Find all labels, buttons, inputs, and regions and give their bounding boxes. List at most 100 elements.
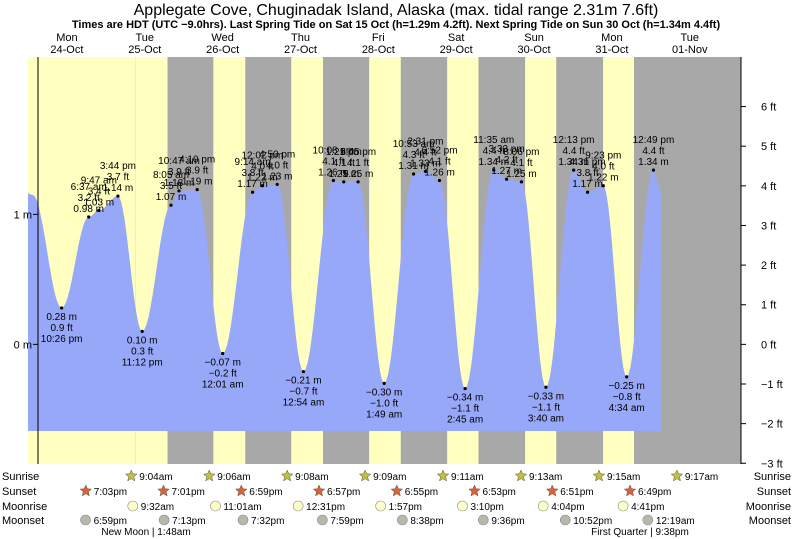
tide-point xyxy=(221,351,225,356)
tide-height-m-label: 1.19 m xyxy=(182,177,213,188)
tide-height-ft-label: 3.8 ft xyxy=(241,168,263,179)
tide-height-m-label: 0.28 m xyxy=(46,312,77,323)
tide-height-m-label: 1.17 m xyxy=(237,179,268,190)
tide-time-label: 1:49 am xyxy=(366,409,402,420)
moon-icon xyxy=(127,500,139,512)
sun-icon xyxy=(358,469,372,482)
tide-time-label: 2:31 pm xyxy=(407,136,443,147)
tide-height-m-label: 1.27 m xyxy=(491,166,522,177)
right-tick-label: 5 ft xyxy=(761,141,776,153)
tide-point xyxy=(625,375,629,379)
tide-height-ft-label: 3.8 ft xyxy=(576,168,598,179)
tide-height-ft-label: 4.4 ft xyxy=(563,146,585,157)
day-of-week-label: Fri xyxy=(372,32,385,44)
tide-point xyxy=(169,203,173,207)
tide-point xyxy=(87,215,91,219)
tide-time-label: 8:06 pm xyxy=(503,147,539,158)
right-tick-label: −3 ft xyxy=(761,458,783,470)
tide-height-ft-label: 3.7 ft xyxy=(107,172,129,183)
tide-point xyxy=(585,190,590,194)
tide-point xyxy=(519,180,524,184)
moon-icon xyxy=(158,514,170,526)
date-label: 28-Oct xyxy=(362,44,395,56)
day-of-week-label: Tue xyxy=(680,32,699,44)
tide-point xyxy=(423,169,428,174)
sun-icon xyxy=(592,469,606,482)
tide-height-ft-label: 4.2 ft xyxy=(495,155,517,166)
tide-point xyxy=(651,168,656,172)
right-tick-label: −2 ft xyxy=(761,419,783,431)
date-label: 31-Oct xyxy=(595,44,628,56)
moonrise-time: 12:31pm xyxy=(306,502,345,513)
sunrise-time: 9:06am xyxy=(217,472,250,483)
moonset-time: 12:19am xyxy=(656,516,695,527)
right-tick-label: 6 ft xyxy=(761,102,776,114)
date-label: 01-Nov xyxy=(672,44,708,56)
moon-icon xyxy=(397,514,408,526)
moonset-time: 6:59pm xyxy=(94,516,127,527)
tide-time-label: 6:37 am xyxy=(71,182,107,193)
tide-time-label: 6:52 pm xyxy=(421,146,457,157)
tide-point xyxy=(140,329,144,333)
moon-phase-label: First Quarter | 9:38pm xyxy=(591,527,689,538)
sun-icon xyxy=(124,469,138,482)
date-label: 26-Oct xyxy=(206,44,239,56)
tide-time-label: 10:26 pm xyxy=(41,334,83,345)
sunrise-time: 9:08am xyxy=(295,472,328,483)
sun-icon xyxy=(79,484,93,497)
tide-height-m-label: 1.26 m xyxy=(424,168,455,179)
tide-height-ft-label: −1.1 ft xyxy=(532,402,560,413)
moonrise-time: 1:57pm xyxy=(389,502,422,513)
moonset-time: 8:38pm xyxy=(410,516,443,527)
tide-time-label: 9:23 pm xyxy=(585,151,621,162)
tide-height-m-label: −0.30 m xyxy=(366,387,402,398)
tide-height-m-label: 1.22 m xyxy=(247,173,278,184)
sun-icon xyxy=(436,469,450,482)
sunset-time: 7:01pm xyxy=(172,487,205,498)
tide-height-m-label: 1.34 m xyxy=(558,157,589,168)
tide-point xyxy=(275,182,279,187)
tide-time-label: 1:21 pm xyxy=(326,147,362,158)
moonrise-row-label: Moonrise xyxy=(2,501,47,513)
sunrise-time: 9:15am xyxy=(607,472,640,483)
sun-icon xyxy=(468,484,481,497)
right-tick-label: 3 ft xyxy=(761,220,776,232)
tide-point xyxy=(195,188,199,192)
tide-point xyxy=(411,172,416,176)
moon-icon xyxy=(537,500,549,512)
moonset-time: 7:32pm xyxy=(251,516,284,527)
tide-height-m-label: 1.34 m xyxy=(478,157,509,168)
tide-height-ft-label: −1.1 ft xyxy=(451,404,479,415)
tide-height-m-label: −0.25 m xyxy=(608,381,644,392)
chart-subtitle: Times are HDT (UTC −9.0hrs). Last Spring… xyxy=(72,19,721,31)
tide-point xyxy=(437,178,442,183)
right-tick-label: 0 ft xyxy=(761,339,776,351)
tide-time-label: 11:12 pm xyxy=(122,357,163,368)
tide-height-m-label: 1.34 m xyxy=(638,157,669,168)
moonset-time: 7:13pm xyxy=(172,516,205,527)
left-tick-label: 1 m xyxy=(14,209,32,221)
sunset-time: 7:03pm xyxy=(94,487,127,498)
tide-height-ft-label: −1.0 ft xyxy=(370,398,398,409)
tide-time-label: 12:49 pm xyxy=(633,135,675,146)
tide-height-m-label: 0.98 m xyxy=(73,204,104,215)
tide-height-m-label: −0.07 m xyxy=(204,357,240,368)
tide-time-label: 8:05 am xyxy=(153,170,189,181)
tide-height-ft-label: 4.0 ft xyxy=(251,162,273,173)
moonrise-time: 11:01am xyxy=(223,502,261,513)
moonset-row-label: Moonset xyxy=(749,515,791,527)
tide-height-m-label: 1.14 m xyxy=(103,183,134,194)
tide-height-ft-label: 4.4 ft xyxy=(414,147,436,158)
moon-icon xyxy=(457,500,468,512)
moon-icon xyxy=(80,514,91,526)
tide-time-label: 10:47 am xyxy=(158,156,200,167)
astronomy-rows: Sunrise Sunrise Sunset Sunset Moonrise Moonri… xyxy=(2,469,791,538)
moonset-row-label: Moonset xyxy=(2,515,44,527)
tide-time-label: 3:40 am xyxy=(528,413,564,424)
left-tick-label: 0 m xyxy=(14,339,32,351)
tide-time-label: 9:14 am xyxy=(235,157,271,168)
tide-height-ft-label: −0.2 ft xyxy=(209,368,237,379)
day-of-week-label: Sat xyxy=(448,32,465,44)
moonrise-row-label: Moonrise xyxy=(746,501,791,513)
